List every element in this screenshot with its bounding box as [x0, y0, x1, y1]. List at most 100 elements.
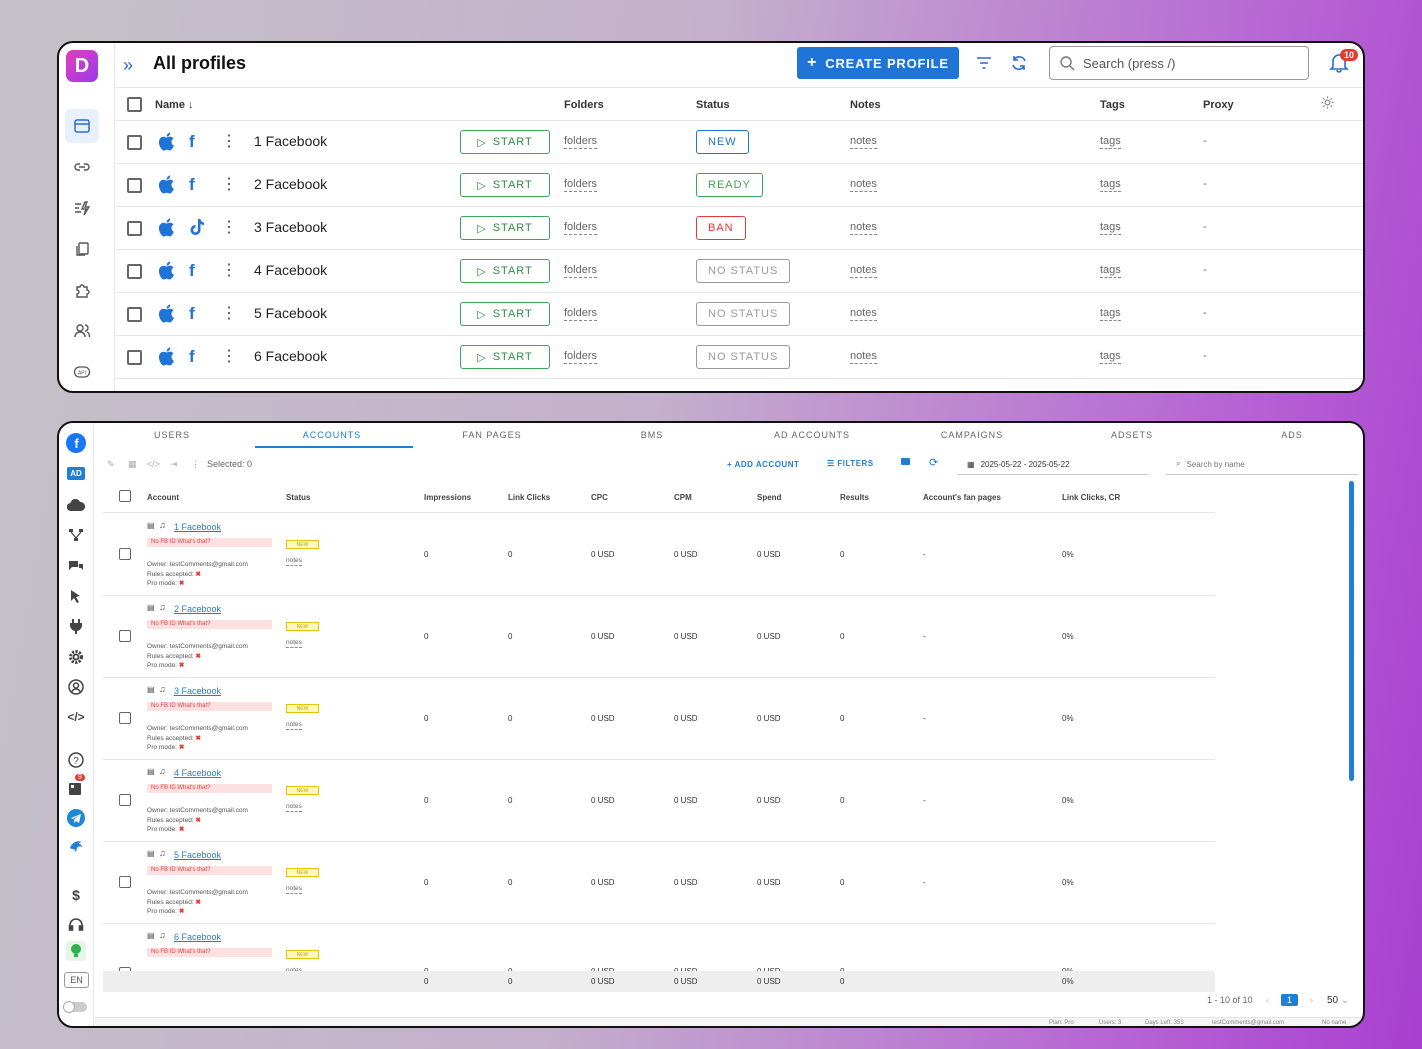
- account-row[interactable]: ▤ ♫ 5 Facebook No FB ID What's that? NEW note…: [103, 842, 1215, 924]
- status-badge[interactable]: NEW: [286, 704, 319, 713]
- start-button[interactable]: ▷ START: [460, 130, 550, 154]
- row-menu-icon[interactable]: ⋮: [221, 176, 237, 193]
- col-account[interactable]: Account: [147, 493, 179, 502]
- column-settings-icon[interactable]: [1320, 95, 1335, 113]
- start-button[interactable]: ▷ START: [460, 259, 550, 283]
- no-fb-id-warning[interactable]: No FB ID What's that?: [147, 948, 272, 957]
- tags-cell[interactable]: tags: [1100, 307, 1121, 321]
- team-icon[interactable]: [65, 314, 99, 348]
- account-name-link[interactable]: 4 Facebook: [174, 768, 222, 778]
- ad-icon[interactable]: AD: [66, 463, 86, 483]
- status-badge[interactable]: NO STATUS: [696, 345, 791, 369]
- bell-icon[interactable]: ♫: [159, 848, 166, 858]
- tag-icon[interactable]: ✎: [107, 459, 115, 469]
- link-icon[interactable]: [65, 150, 99, 184]
- notes-cell[interactable]: notes: [286, 803, 302, 812]
- help-icon[interactable]: ?: [66, 750, 86, 770]
- tab-ads[interactable]: ADS: [1281, 430, 1303, 440]
- tags-cell[interactable]: tags: [1100, 178, 1121, 192]
- account-row[interactable]: ▤ ♫ 3 Facebook No FB ID What's that? NEW note…: [103, 678, 1215, 760]
- lightbulb-icon[interactable]: [66, 941, 86, 961]
- status-badge[interactable]: NO STATUS: [696, 302, 791, 326]
- notes-cell[interactable]: notes: [850, 221, 877, 235]
- app-logo[interactable]: D: [66, 50, 98, 82]
- status-badge[interactable]: NEW: [286, 950, 319, 959]
- next-page-icon[interactable]: ›: [1310, 995, 1313, 1005]
- no-fb-id-warning[interactable]: No FB ID What's that?: [147, 866, 272, 875]
- search-input[interactable]: Search (press /): [1049, 46, 1309, 80]
- proxy-cell[interactable]: -: [1203, 350, 1207, 362]
- cloud-upload-icon[interactable]: [66, 495, 86, 515]
- filters-button[interactable]: ☰ FILTERS: [827, 459, 874, 468]
- telegram-icon[interactable]: [66, 808, 86, 828]
- select-all-accounts-checkbox[interactable]: [119, 490, 131, 502]
- start-button[interactable]: ▷ START: [460, 345, 550, 369]
- row-menu-icon[interactable]: ⋮: [221, 219, 237, 236]
- tab-fan-pages[interactable]: FAN PAGES: [462, 430, 522, 440]
- col-cpc[interactable]: CPC: [591, 493, 608, 502]
- col-status[interactable]: Status: [286, 493, 311, 502]
- col-cpm[interactable]: CPM: [674, 493, 692, 502]
- col-fan-pages[interactable]: Account's fan pages: [923, 493, 1001, 502]
- sync-icon[interactable]: ⟳: [929, 457, 939, 469]
- row-checkbox[interactable]: [119, 630, 131, 642]
- prev-page-icon[interactable]: ‹: [1266, 995, 1269, 1005]
- folders-cell[interactable]: folders: [564, 178, 598, 192]
- folders-cell[interactable]: folders: [564, 307, 598, 321]
- account-name-link[interactable]: 1 Facebook: [174, 522, 222, 532]
- status-badge[interactable]: READY: [696, 173, 763, 197]
- row-checkbox[interactable]: [127, 221, 142, 236]
- more-vert-icon[interactable]: ⋮: [191, 459, 200, 469]
- status-badge[interactable]: NEW: [286, 540, 319, 549]
- col-results[interactable]: Results: [840, 493, 869, 502]
- col-impressions[interactable]: Impressions: [424, 493, 472, 502]
- columns-icon[interactable]: [901, 458, 910, 465]
- tab-adsets[interactable]: ADSETS: [1110, 430, 1153, 440]
- no-fb-id-warning[interactable]: No FB ID What's that?: [147, 538, 272, 547]
- row-checkbox[interactable]: [119, 548, 131, 560]
- profile-row[interactable]: f ⋮ 4 Facebook ▷ START folders NO STATUS notes t…: [115, 250, 1363, 293]
- col-link-clicks[interactable]: Link Clicks: [508, 493, 551, 502]
- api-icon[interactable]: API: [65, 355, 99, 389]
- row-menu-icon[interactable]: ⋮: [221, 133, 237, 150]
- col-link-clicks-cr[interactable]: Link Clicks, CR: [1062, 493, 1121, 502]
- bell-icon[interactable]: ♫: [159, 520, 166, 530]
- proxy-cell[interactable]: -: [1203, 307, 1207, 319]
- notes-cell[interactable]: notes: [850, 178, 877, 192]
- tab-accounts[interactable]: ACCOUNTS: [302, 430, 362, 440]
- filter-icon[interactable]: [972, 51, 996, 75]
- archive-icon[interactable]: ▦: [128, 459, 137, 469]
- profile-row[interactable]: f ⋮ 1 Facebook ▷ START folders NEW notes tags -: [115, 121, 1363, 164]
- row-menu-icon[interactable]: ⋮: [221, 262, 237, 279]
- bell-icon[interactable]: ♫: [159, 766, 166, 776]
- add-account-button[interactable]: + ADD ACCOUNT: [727, 460, 800, 469]
- cursor-icon[interactable]: [66, 586, 86, 606]
- proxy-cell[interactable]: -: [1203, 135, 1207, 147]
- account-name-link[interactable]: 6 Facebook: [174, 932, 222, 942]
- no-fb-id-warning[interactable]: No FB ID What's that?: [147, 784, 272, 793]
- chat-icon[interactable]: [66, 556, 86, 576]
- start-button[interactable]: ▷ START: [460, 302, 550, 326]
- notes-cell[interactable]: notes: [286, 885, 302, 894]
- start-button[interactable]: ▷ START: [460, 216, 550, 240]
- hierarchy-icon[interactable]: [66, 525, 86, 545]
- folders-cell[interactable]: folders: [564, 264, 598, 278]
- status-badge[interactable]: NO STATUS: [696, 259, 791, 283]
- profile-name[interactable]: 5 Facebook: [254, 305, 328, 321]
- search-by-name-input[interactable]: ⌕ Search by name: [1166, 454, 1358, 475]
- tags-cell[interactable]: tags: [1100, 350, 1121, 364]
- date-range-picker[interactable]: ▦ 2025-05-22 - 2025-05-22: [957, 454, 1149, 475]
- row-checkbox[interactable]: [119, 794, 131, 806]
- notes-cell[interactable]: notes: [850, 307, 877, 321]
- dollar-icon[interactable]: $: [72, 887, 80, 903]
- notes-cell[interactable]: notes: [850, 350, 877, 364]
- col-spend[interactable]: Spend: [757, 493, 782, 502]
- news-icon[interactable]: 9: [66, 774, 86, 798]
- row-checkbox[interactable]: [127, 264, 142, 279]
- row-checkbox[interactable]: [119, 712, 131, 724]
- dolphin-icon[interactable]: [66, 836, 86, 856]
- status-badge[interactable]: NEW: [696, 130, 749, 154]
- status-badge[interactable]: BAN: [696, 216, 746, 240]
- folders-cell[interactable]: folders: [564, 221, 598, 235]
- account-name-link[interactable]: 2 Facebook: [174, 604, 222, 614]
